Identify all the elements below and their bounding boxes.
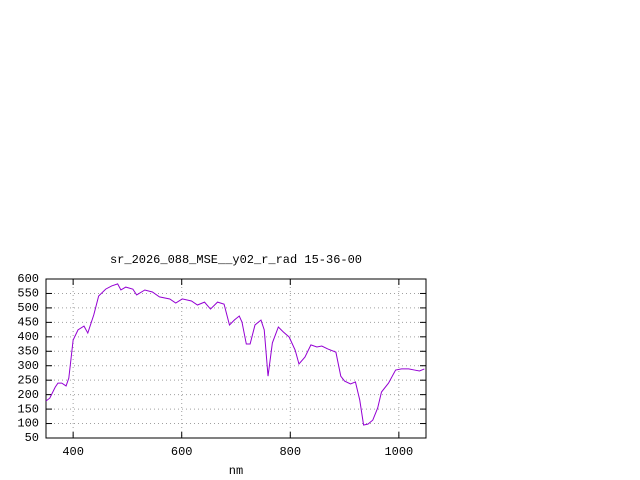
y-tick-label: 450: [17, 316, 39, 330]
y-tick-label: 600: [17, 272, 39, 286]
data-line: [45, 283, 425, 426]
chart-title: sr_2026_088_MSE__y02_r_rad 15-36-00: [110, 253, 362, 267]
y-tick-label: 100: [17, 417, 39, 431]
y-tick-label: 550: [17, 287, 39, 301]
x-tick-label: 600: [171, 445, 193, 459]
y-tick-label: 300: [17, 359, 39, 373]
y-tick-label: 250: [17, 373, 39, 387]
x-tick-label: 1000: [384, 445, 413, 459]
y-tick-label: 400: [17, 330, 39, 344]
x-tick-label: 800: [279, 445, 301, 459]
y-tick-label: 350: [17, 344, 39, 358]
y-tick-label: 500: [17, 301, 39, 315]
y-tick-label: 50: [25, 431, 39, 445]
x-tick-label: 400: [62, 445, 84, 459]
plot-frame: [45, 278, 427, 439]
x-axis-label: nm: [229, 464, 243, 478]
y-tick-label: 150: [17, 402, 39, 416]
y-tick-label: 200: [17, 388, 39, 402]
